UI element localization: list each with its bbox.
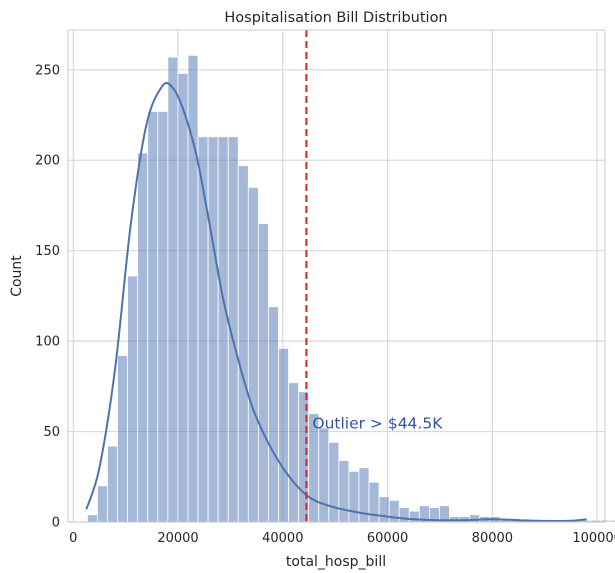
- y-axis-label: Count: [9, 255, 25, 297]
- x-tick-label: 60000: [367, 531, 408, 546]
- histogram-bar: [328, 442, 340, 523]
- histogram-bar: [257, 223, 269, 523]
- x-tick-label: 40000: [262, 531, 303, 546]
- histogram-bar: [127, 275, 139, 523]
- histogram-bar: [348, 470, 360, 523]
- histogram-bar: [278, 347, 289, 523]
- histogram-bar: [398, 507, 410, 523]
- histogram-bar: [247, 186, 259, 523]
- histogram-bar: [237, 165, 249, 523]
- chart-title: Hospitalisation Bill Distribution: [224, 10, 447, 26]
- histogram-bar: [610, 519, 615, 523]
- y-tick-label: 0: [52, 516, 60, 531]
- histogram-bar: [157, 110, 169, 523]
- histogram-bar: [338, 460, 350, 523]
- histogram-bar: [288, 382, 300, 523]
- histogram-bar: [107, 445, 118, 523]
- histogram-bar: [137, 152, 149, 523]
- histogram-bar: [117, 355, 129, 523]
- histogram-bar: [167, 56, 179, 523]
- histogram-bar: [217, 136, 229, 523]
- histogram-bar: [177, 73, 189, 523]
- histogram-bar: [197, 136, 209, 523]
- histogram-bar: [207, 136, 219, 523]
- histogram-bar: [378, 496, 390, 523]
- outlier-annotation: Outlier > $44.5K: [312, 415, 443, 433]
- y-tick-label: 50: [43, 425, 60, 440]
- y-tick-labels: 0 50 100 150 200 250: [35, 63, 60, 530]
- y-tick-label: 100: [35, 335, 60, 350]
- y-tick-label: 150: [35, 244, 60, 259]
- histogram-bar: [147, 110, 159, 523]
- histogram-bars: [86, 54, 615, 523]
- y-tick-label: 200: [35, 154, 60, 169]
- x-tick-label: 0: [69, 531, 77, 546]
- plot-frame: [67, 29, 606, 523]
- histogram-bar: [318, 427, 330, 523]
- x-tick-label: 80000: [472, 531, 513, 546]
- histogram-bar: [86, 514, 98, 523]
- histogram-bar: [298, 391, 310, 523]
- histogram-bar: [97, 485, 108, 523]
- y-tick-label: 250: [35, 63, 60, 78]
- x-axis-label: total_hosp_bill: [286, 554, 386, 570]
- histogram-bar: [268, 306, 279, 523]
- x-tick-label: 20000: [157, 531, 198, 546]
- kde-curve: [85, 81, 587, 522]
